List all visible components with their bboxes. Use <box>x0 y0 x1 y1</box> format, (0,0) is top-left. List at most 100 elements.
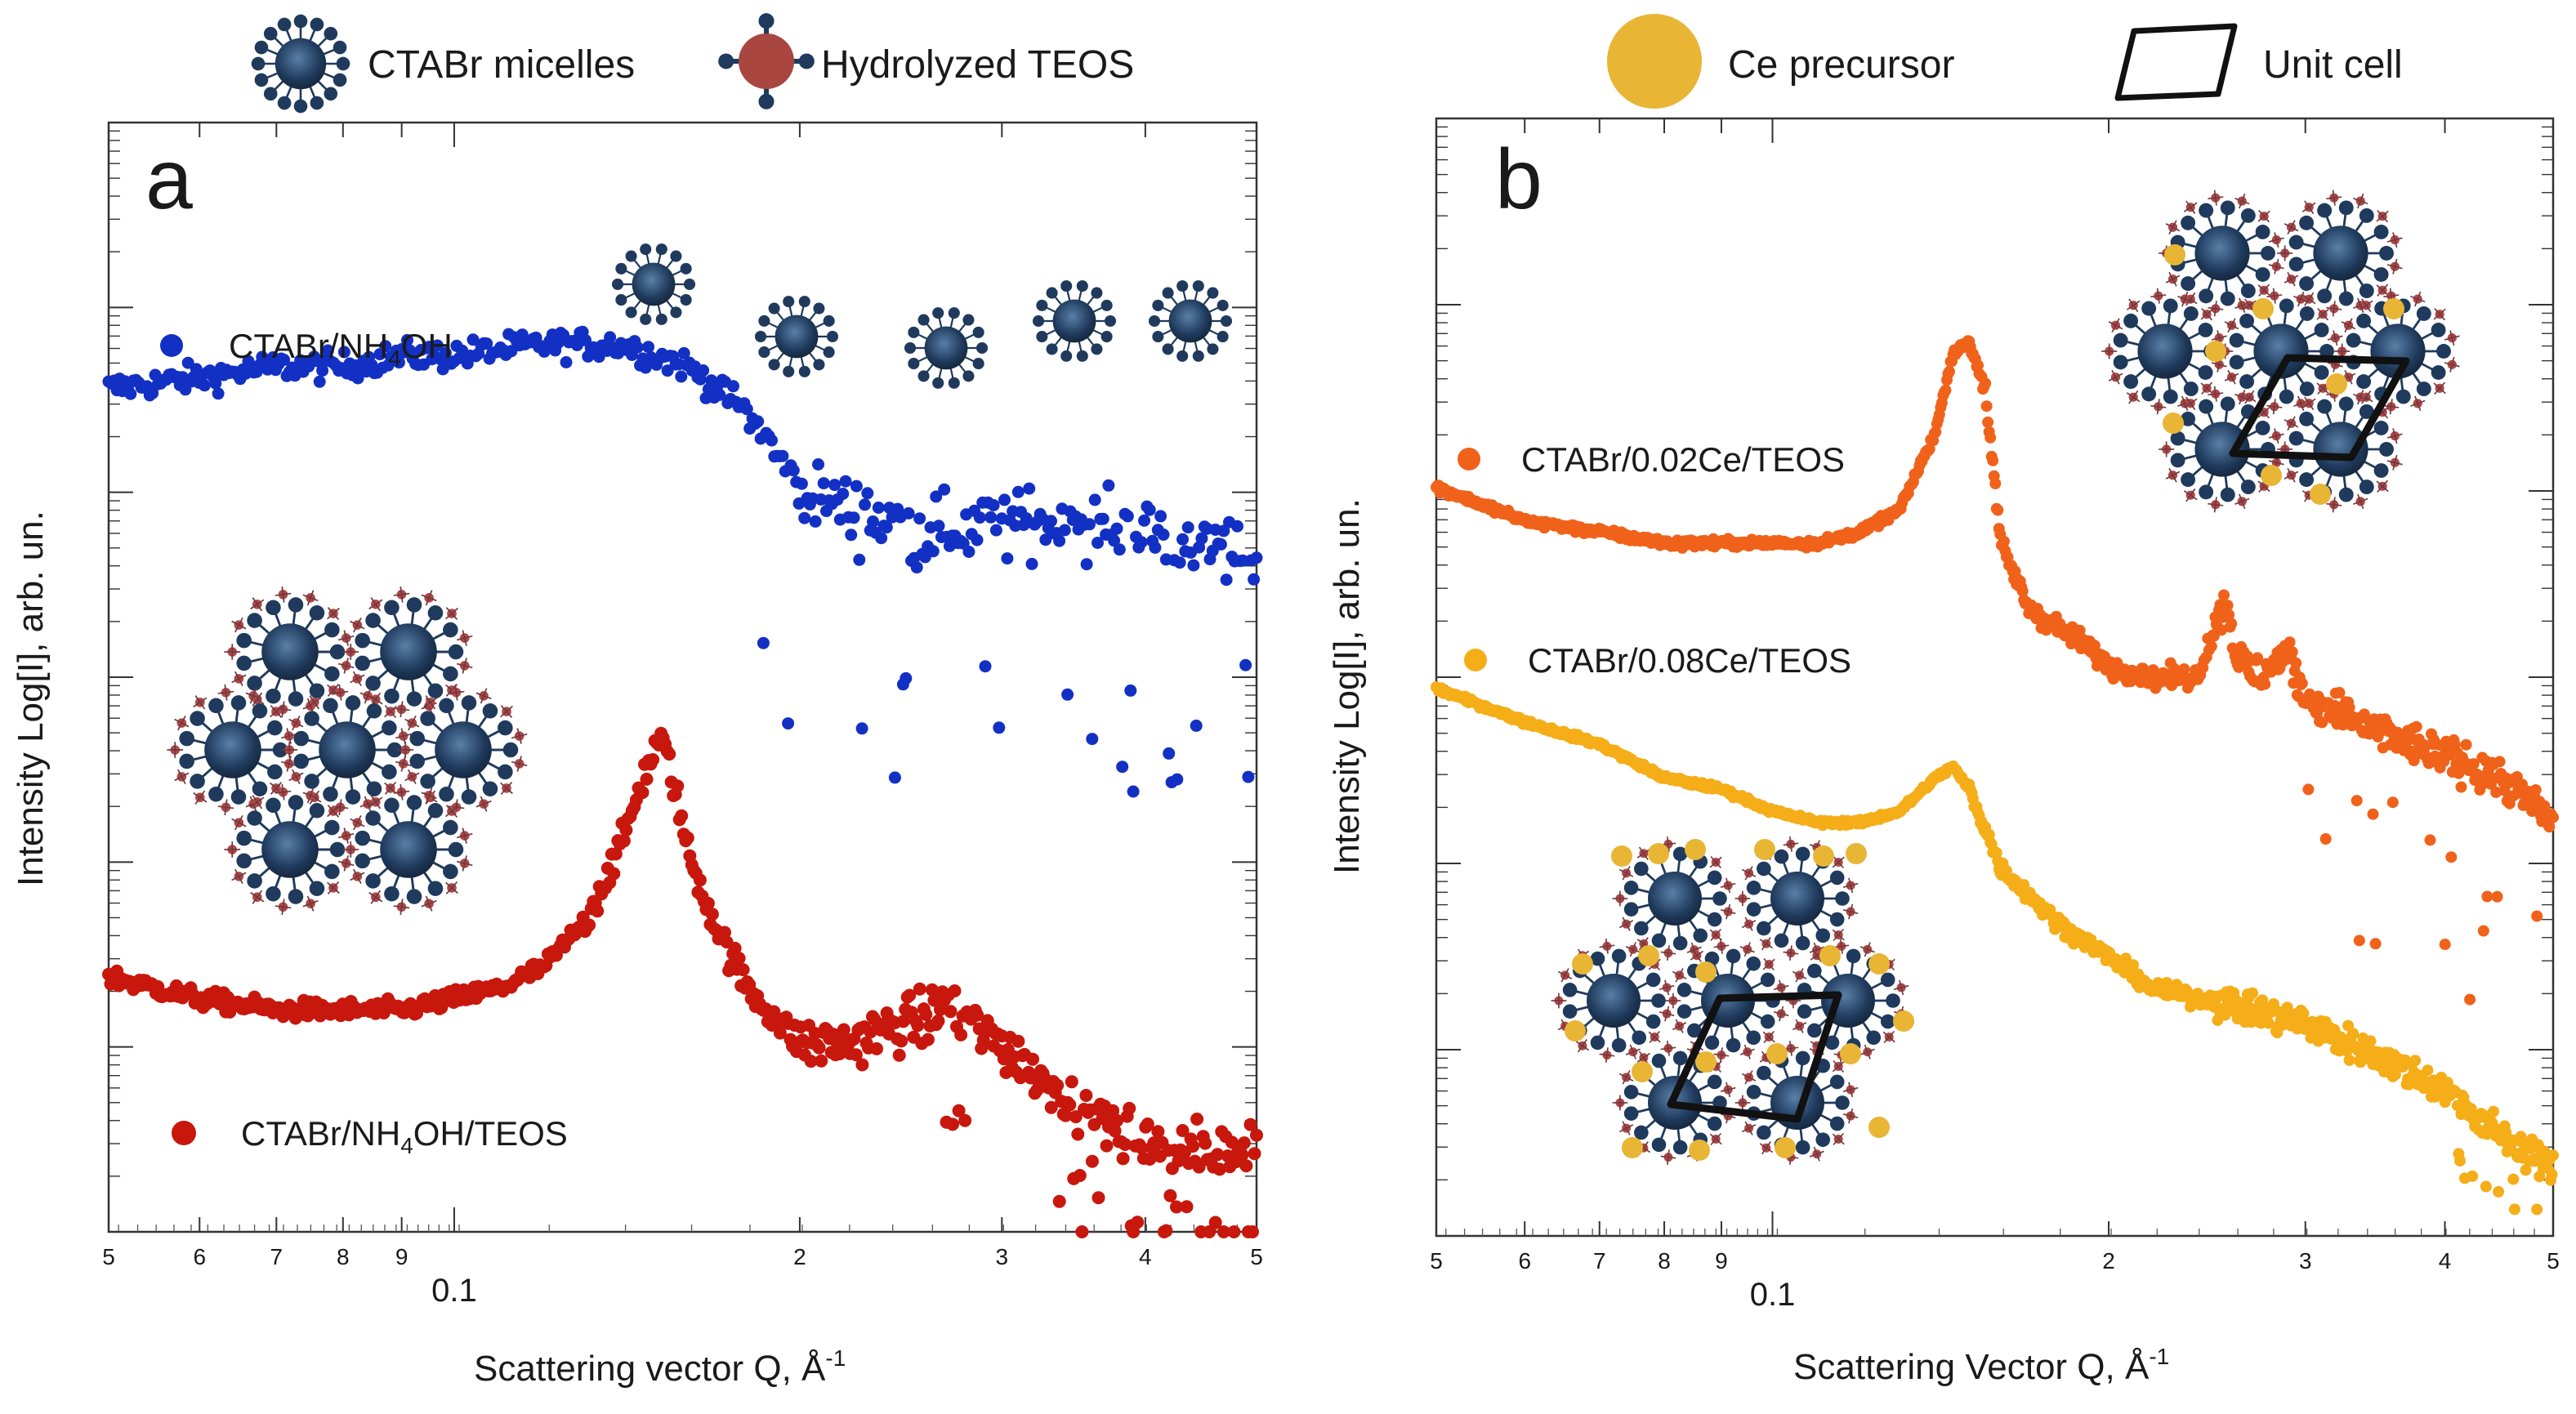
teos-arm <box>2214 198 2217 206</box>
data-point <box>313 375 326 388</box>
data-point <box>209 377 222 390</box>
data-point <box>705 908 719 921</box>
data-point <box>979 660 992 673</box>
teos-arm <box>368 891 377 898</box>
teos-arm <box>288 718 297 724</box>
micelle-head <box>179 730 194 747</box>
data-point <box>1173 556 1186 569</box>
micelle-head <box>2299 306 2315 321</box>
teos-arm <box>480 695 484 704</box>
micelle-icon <box>251 14 350 114</box>
data-point <box>809 515 822 528</box>
data-point <box>1080 558 1093 571</box>
teos-arm <box>350 818 358 823</box>
teos-arm <box>1606 1047 1609 1055</box>
micelle-head <box>1757 861 1771 877</box>
teos-arm <box>400 594 404 603</box>
micelle-head <box>1795 846 1810 862</box>
data-point <box>1143 1153 1157 1166</box>
micelle-head <box>826 330 839 343</box>
teos-arm <box>306 597 311 606</box>
micelle-head <box>293 99 308 114</box>
micelle-icon <box>167 684 297 816</box>
data-point <box>1171 773 1184 786</box>
teos-arm <box>356 814 362 823</box>
data-point <box>815 1054 828 1068</box>
teos-arm <box>194 695 201 703</box>
teos-arm <box>2213 386 2217 395</box>
micelle-head <box>288 795 304 810</box>
micelle-head <box>2317 288 2333 304</box>
data-point <box>2546 1168 2558 1180</box>
teos-arm <box>252 698 258 707</box>
data-point <box>782 717 795 730</box>
data-point <box>962 546 975 558</box>
micelle-head <box>309 604 325 621</box>
teos-arm <box>516 728 520 737</box>
x-tick-label: 9 <box>1715 1248 1728 1273</box>
teos-arm <box>2326 393 2334 396</box>
data-point <box>321 344 334 357</box>
teos-arm <box>275 905 283 908</box>
teos-arm <box>464 665 473 669</box>
teos-arm <box>250 801 258 808</box>
micelle-head <box>382 764 397 780</box>
micelle-head <box>333 40 347 55</box>
x-axis-title-a-sup: -1 <box>825 1345 846 1371</box>
teos-arm <box>400 728 404 737</box>
data-point <box>1187 559 1200 572</box>
teos-arm <box>327 810 334 818</box>
micelle-head <box>277 17 292 32</box>
micelle-head <box>783 296 795 308</box>
micelle-head <box>2170 453 2185 468</box>
data-point <box>1982 416 1994 428</box>
data-point <box>2424 834 2436 846</box>
panel-b: 5 6 7 8 9 2 3 4 50.1 b CTABr/0.02Ce/TEOS CTABr/0… <box>1327 117 2560 1387</box>
micelle-head <box>2338 200 2354 216</box>
micelle-head <box>230 789 247 805</box>
teos-arm <box>500 705 507 712</box>
teos-arm <box>462 827 466 836</box>
micelle-head <box>2359 207 2374 223</box>
teos-arm <box>332 691 341 694</box>
teos-arm <box>270 782 277 789</box>
data-point <box>773 1026 787 1040</box>
data-point <box>439 346 452 359</box>
micelle-head <box>345 695 361 711</box>
micelle-head <box>2181 276 2196 292</box>
teos-arm <box>193 702 201 708</box>
micelle-head <box>2229 332 2244 348</box>
micelle-head <box>2379 246 2394 261</box>
teos-arm <box>302 903 311 908</box>
teos-arm <box>511 761 520 765</box>
data-point <box>1039 533 1052 546</box>
teos-icon <box>718 13 815 109</box>
data-point <box>1208 1216 1222 1229</box>
teos-arm <box>483 688 488 697</box>
data-point <box>2286 646 2298 658</box>
data-point <box>2296 677 2308 689</box>
micelle-head <box>1104 314 1117 328</box>
data-point <box>2409 1055 2422 1067</box>
teos-arm <box>1667 945 1670 953</box>
data-point <box>971 1008 984 1022</box>
teos-arm <box>310 903 315 912</box>
micelle-head <box>625 250 637 262</box>
teos-arm <box>407 769 413 778</box>
teos-arm <box>310 590 315 599</box>
x-major-tick-label: 0.1 <box>431 1273 477 1309</box>
teos-arm <box>445 607 453 614</box>
teos-arm <box>2274 294 2283 297</box>
teos-arm <box>257 890 263 898</box>
micelle-head <box>1746 881 1761 895</box>
micelle-icon <box>1032 280 1117 362</box>
data-point <box>1108 1124 1122 1138</box>
data-point <box>1239 658 1252 671</box>
micelle-head <box>2431 323 2446 337</box>
data-point <box>2364 1035 2377 1047</box>
teos-arm <box>338 807 342 816</box>
micelle-head <box>948 377 960 389</box>
micelle-icon <box>1734 836 1859 961</box>
micelle-head <box>2220 487 2235 502</box>
teos-arm <box>2266 295 2275 298</box>
